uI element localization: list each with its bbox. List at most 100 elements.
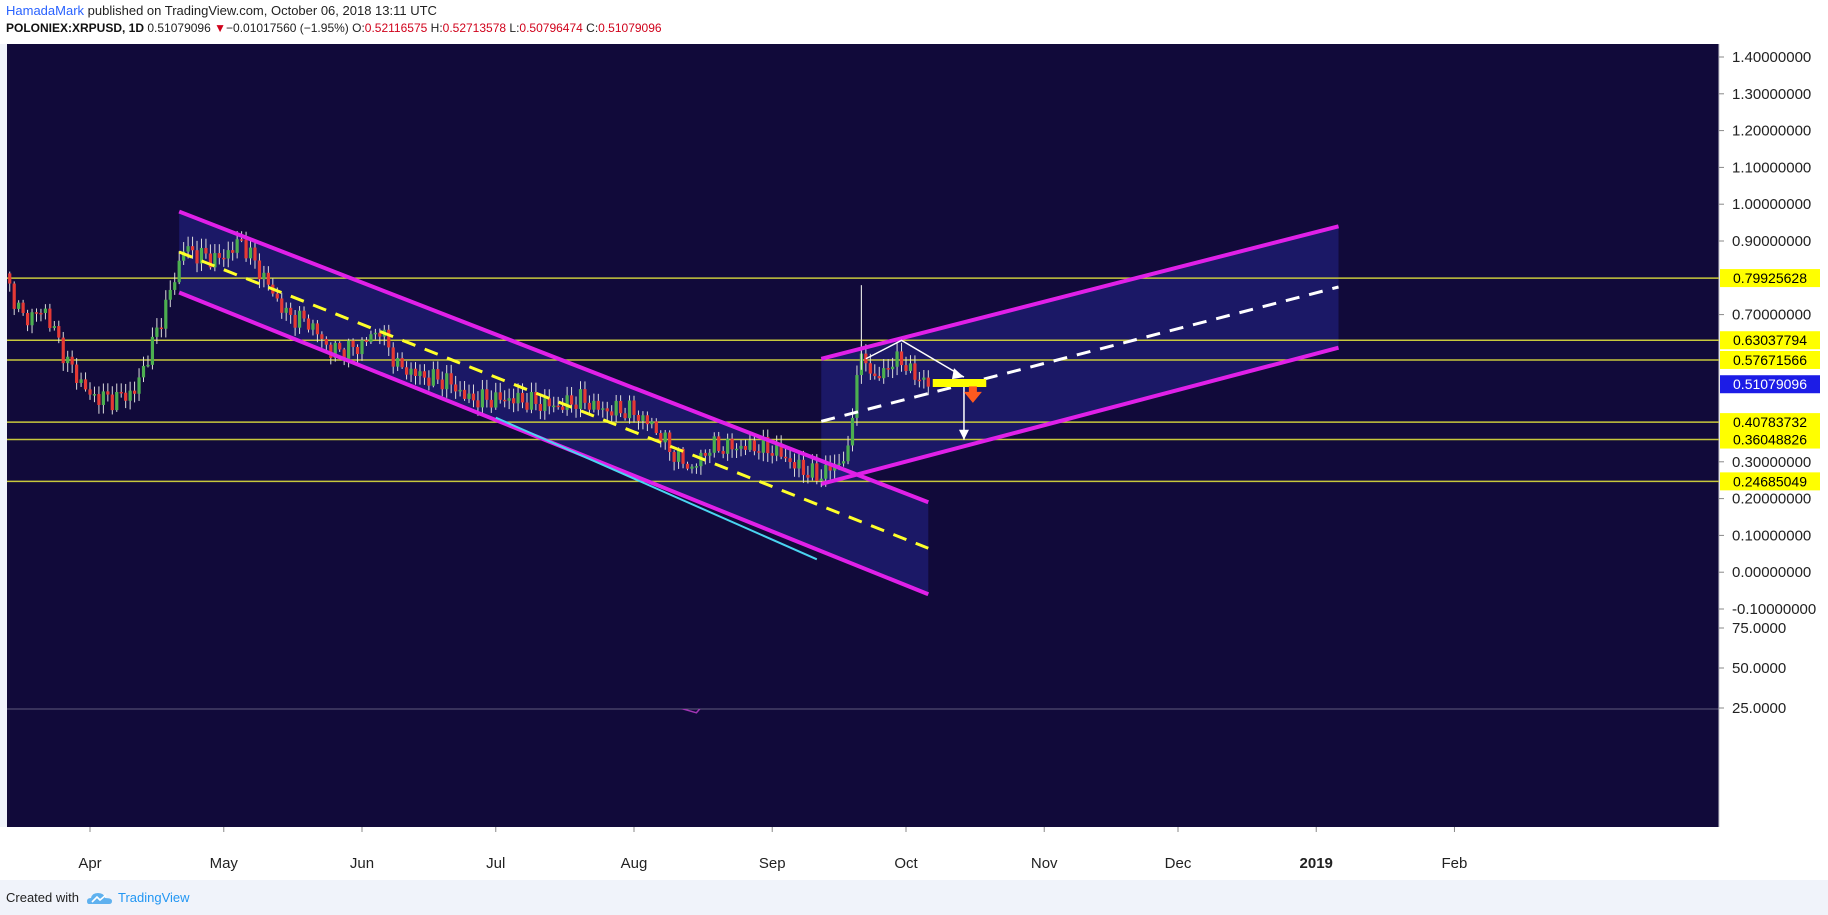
candle-body (159, 327, 163, 330)
last-price-text: 0.51079096 (147, 21, 211, 35)
author-link[interactable]: HamadaMark (6, 3, 85, 18)
rsi-pane-bg[interactable] (7, 709, 1719, 827)
candle-body (494, 392, 498, 408)
candle-body (717, 436, 721, 451)
candle-body (525, 402, 529, 410)
candle-body (253, 247, 257, 261)
candle-body (280, 298, 284, 313)
candle-body (610, 411, 614, 416)
x-tick-label: Jul (486, 855, 505, 872)
y-tick-label: 0.00000000 (1732, 564, 1811, 581)
candle-body (917, 379, 921, 382)
candle-body (561, 406, 565, 410)
candle-body (619, 400, 623, 414)
candle-body (128, 390, 132, 401)
candle-body (110, 394, 114, 411)
down-arrow-icon (963, 386, 982, 403)
candle-body (810, 463, 814, 478)
x-tick-label: Apr (78, 855, 101, 872)
candle-body (342, 349, 346, 360)
candle-body (8, 273, 12, 284)
candle-body (462, 389, 467, 399)
y-tick-label: 1.30000000 (1732, 86, 1811, 103)
candle-body (315, 323, 320, 335)
candle-body (627, 400, 632, 419)
candle-body (770, 453, 774, 456)
x-tick-label: Feb (1442, 855, 1468, 872)
candle-body (681, 448, 685, 464)
tradingview-link[interactable]: TradingView (118, 890, 190, 905)
candle-body (819, 478, 823, 481)
projection-arrowhead (951, 368, 964, 380)
level-label-text: 0.24685049 (1733, 473, 1807, 489)
candle-body (436, 369, 440, 380)
candle-body (891, 366, 895, 370)
candle-body (543, 398, 547, 411)
candle-body (850, 417, 855, 446)
open-value: 0.52116575 (364, 21, 428, 35)
candle-body (378, 332, 382, 337)
candle-body (454, 384, 458, 392)
candle-body (676, 448, 681, 462)
candle-body (614, 400, 618, 416)
candle-body (641, 415, 645, 421)
candle-body (645, 415, 649, 425)
chart-canvas[interactable]: 1.40000000 1.30000000 1.20000000 1.10000000… (0, 44, 1828, 880)
candle-body (886, 368, 890, 370)
candle-body (101, 391, 105, 405)
candle-body (632, 400, 636, 415)
created-with-text: Created with (6, 890, 79, 905)
candle-body (360, 340, 364, 355)
candle-body (663, 432, 667, 443)
candle-body (79, 379, 83, 383)
candle-body (552, 405, 556, 408)
candle-body (489, 399, 493, 408)
close-label: C: (586, 21, 599, 35)
candle-body (636, 414, 641, 421)
candle-body (855, 375, 859, 418)
candle-body (190, 246, 195, 251)
y-tick-label: 0.20000000 (1732, 491, 1811, 508)
candle-body (240, 239, 244, 241)
candle-body (512, 398, 516, 404)
candle-body (311, 323, 315, 330)
candle-body (329, 344, 333, 358)
candle-body (846, 445, 850, 462)
candle-body (34, 312, 39, 314)
x-tick-label: Sep (759, 855, 786, 872)
ascending-channel-upper (820, 224, 1340, 361)
time-scale-bg[interactable] (0, 827, 1828, 880)
candle-body (507, 398, 511, 401)
candle-body (587, 402, 592, 410)
candle-body (347, 340, 351, 360)
close-value: 0.51079096 (598, 21, 662, 35)
candle-body (529, 392, 534, 410)
candle-body (520, 392, 525, 403)
candle-body (83, 379, 88, 390)
candle-body (668, 432, 672, 453)
candle-body (685, 463, 690, 469)
candle-body (578, 389, 583, 409)
candle-body (289, 307, 293, 315)
candle-body (324, 338, 328, 345)
candle-body (659, 433, 663, 443)
publish-line: HamadaMark published on TradingView.com,… (6, 3, 437, 18)
candle-body (12, 283, 16, 309)
candle-body (248, 247, 253, 259)
candle-body (222, 257, 226, 260)
candle-body (467, 393, 471, 399)
candle-body (146, 364, 150, 367)
candle-body (39, 312, 43, 315)
candle-body (650, 421, 654, 425)
x-tick-label: 2019 (1300, 855, 1333, 872)
candlestick-series (8, 231, 930, 488)
candle-body (297, 310, 302, 328)
candle-body (235, 239, 239, 253)
candle-body (88, 389, 92, 395)
candle-body (52, 326, 56, 329)
candle-body (797, 459, 801, 469)
symbol-label: POLONIEX:XRPUSD, 1D (6, 21, 145, 35)
candle-body (730, 438, 734, 450)
candle-body (195, 250, 199, 264)
candle-body (48, 308, 52, 329)
